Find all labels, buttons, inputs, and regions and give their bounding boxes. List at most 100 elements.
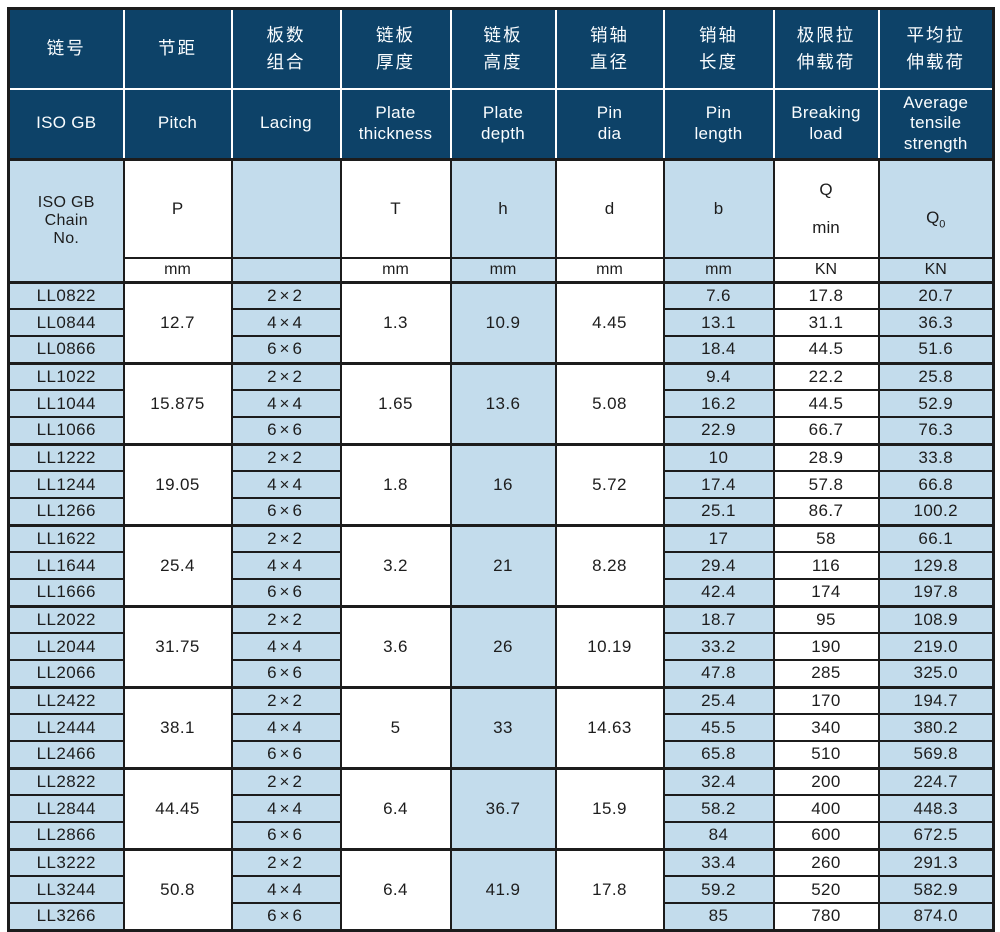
symbol-q0: Q — [926, 208, 940, 228]
pin-length-cell: 22.9 — [662, 416, 775, 446]
breaking-load-cell: 340 — [772, 713, 880, 743]
unit-lacing — [230, 257, 342, 284]
avg-strength-cell: 36.3 — [877, 308, 995, 338]
unit-avg-strength: KN — [877, 257, 995, 284]
avg-strength-cell: 380.2 — [877, 713, 995, 743]
chain-no-cell: LL1244 — [7, 470, 125, 500]
avg-strength-cell: 224.7 — [877, 766, 995, 797]
symbol-breaking-load: Q min — [772, 158, 880, 260]
symbol-chain-no: ISO GB Chain No. — [7, 158, 125, 284]
unit-plate-thickness: mm — [339, 257, 452, 284]
lacing-cell: 4×4 — [230, 632, 342, 662]
chain-no-cell: LL3266 — [7, 902, 125, 932]
unit-plate-depth: mm — [449, 257, 557, 284]
chain-no-cell: LL2466 — [7, 740, 125, 770]
plate-depth-cell: 36.7 — [449, 766, 557, 851]
chain-spec-table: 链号 节距 板数 组合 链板 厚度 链板 高度 销轴 直径 销轴 长度 极限拉 … — [7, 7, 995, 932]
plate-depth-cell: 13.6 — [449, 361, 557, 446]
breaking-load-cell: 510 — [772, 740, 880, 770]
pitch-cell: 44.45 — [122, 766, 233, 851]
table-row: LL2066 6×6 47.8 285 325.0 — [7, 659, 995, 689]
plate-thickness-cell: 6.4 — [339, 766, 452, 851]
header-cn-breaking-load: 极限拉 伸载荷 — [772, 7, 880, 90]
header-en-avg-strength: Average tensile strength — [877, 87, 995, 161]
lacing-cell: 6×6 — [230, 416, 342, 446]
plate-thickness-cell: 1.3 — [339, 280, 452, 365]
pin-dia-cell: 5.72 — [554, 442, 665, 527]
chain-no-cell: LL1222 — [7, 442, 125, 473]
chain-no-cell: LL3244 — [7, 875, 125, 905]
avg-strength-cell: 874.0 — [877, 902, 995, 932]
pin-length-cell: 32.4 — [662, 766, 775, 797]
breaking-load-cell: 31.1 — [772, 308, 880, 338]
breaking-load-cell: 57.8 — [772, 470, 880, 500]
lacing-cell: 6×6 — [230, 740, 342, 770]
table-row: LL0866 6×6 18.4 44.5 51.6 — [7, 335, 995, 365]
chain-no-cell: LL0844 — [7, 308, 125, 338]
pin-length-cell: 16.2 — [662, 389, 775, 419]
chain-no-cell: LL2822 — [7, 766, 125, 797]
lacing-cell: 4×4 — [230, 470, 342, 500]
chain-no-cell: LL1022 — [7, 361, 125, 392]
breaking-load-cell: 520 — [772, 875, 880, 905]
symbol-pin-length: b — [662, 158, 775, 260]
lacing-cell: 2×2 — [230, 685, 342, 716]
header-en-pitch: Pitch — [122, 87, 233, 161]
pin-length-cell: 42.4 — [662, 578, 775, 608]
header-cn-lacing: 板数 组合 — [230, 7, 342, 90]
pin-dia-cell: 4.45 — [554, 280, 665, 365]
table-row: LL0844 4×4 13.1 31.1 36.3 — [7, 308, 995, 338]
lacing-cell: 2×2 — [230, 361, 342, 392]
pin-length-cell: 58.2 — [662, 794, 775, 824]
chain-no-cell: LL0822 — [7, 280, 125, 311]
avg-strength-cell: 108.9 — [877, 604, 995, 635]
pin-length-cell: 33.4 — [662, 847, 775, 878]
breaking-load-cell: 28.9 — [772, 442, 880, 473]
table-row: LL1222 19.05 2×2 1.8 16 5.72 10 28.9 33.8 — [7, 442, 995, 527]
plate-thickness-cell: 6.4 — [339, 847, 452, 932]
table-row: LL1066 6×6 22.9 66.7 76.3 — [7, 416, 995, 446]
avg-strength-cell: 194.7 — [877, 685, 995, 716]
lacing-cell: 6×6 — [230, 578, 342, 608]
pin-length-cell: 47.8 — [662, 659, 775, 689]
header-cn-avg-strength: 平均拉 伸载荷 — [877, 7, 995, 90]
avg-strength-cell: 448.3 — [877, 794, 995, 824]
symbol-pin-dia: d — [554, 158, 665, 260]
lacing-cell: 2×2 — [230, 442, 342, 473]
chain-no-cell: LL3222 — [7, 847, 125, 878]
avg-strength-cell: 25.8 — [877, 361, 995, 392]
avg-strength-cell: 66.8 — [877, 470, 995, 500]
table-row: LL2844 4×4 58.2 400 448.3 — [7, 794, 995, 824]
chain-no-cell: LL2066 — [7, 659, 125, 689]
plate-thickness-cell: 3.2 — [339, 523, 452, 608]
chain-no-cell: LL1666 — [7, 578, 125, 608]
pin-length-cell: 65.8 — [662, 740, 775, 770]
lacing-cell: 6×6 — [230, 659, 342, 689]
pin-length-cell: 33.2 — [662, 632, 775, 662]
table-row: LL1666 6×6 42.4 174 197.8 — [7, 578, 995, 608]
table-row: LL1622 25.4 2×2 3.2 21 8.28 17 58 66.1 — [7, 523, 995, 608]
table-row: LL1644 4×4 29.4 116 129.8 — [7, 551, 995, 581]
pin-length-cell: 25.1 — [662, 497, 775, 527]
pin-length-cell: 17.4 — [662, 470, 775, 500]
table-row: LL1022 15.875 2×2 1.65 13.6 5.08 9.4 22.2 25.8 — [7, 361, 995, 446]
table-row: LL1044 4×4 16.2 44.5 52.9 — [7, 389, 995, 419]
table-row: LL0822 12.7 2×2 1.3 10.9 4.45 7.6 17.8 20.7 — [7, 280, 995, 365]
chain-no-cell: LL0866 — [7, 335, 125, 365]
header-row-english: ISO GB Pitch Lacing Plate thickness Plat… — [7, 87, 995, 161]
avg-strength-cell: 129.8 — [877, 551, 995, 581]
avg-strength-cell: 51.6 — [877, 335, 995, 365]
table-row: LL2022 31.75 2×2 3.6 26 10.19 18.7 95 108.9 — [7, 604, 995, 689]
chain-no-cell: LL1644 — [7, 551, 125, 581]
header-cn-pin-dia: 销轴 直径 — [554, 7, 665, 90]
table-row: LL1244 4×4 17.4 57.8 66.8 — [7, 470, 995, 500]
plate-depth-cell: 21 — [449, 523, 557, 608]
symbol-row: ISO GB Chain No. P T h d b Q min Q0 — [7, 158, 995, 284]
header-en-chain-no: ISO GB — [7, 87, 125, 161]
plate-depth-cell: 16 — [449, 442, 557, 527]
pin-dia-cell: 8.28 — [554, 523, 665, 608]
header-en-breaking-load: Breaking load — [772, 87, 880, 161]
lacing-cell: 2×2 — [230, 847, 342, 878]
pin-length-cell: 9.4 — [662, 361, 775, 392]
breaking-load-cell: 174 — [772, 578, 880, 608]
